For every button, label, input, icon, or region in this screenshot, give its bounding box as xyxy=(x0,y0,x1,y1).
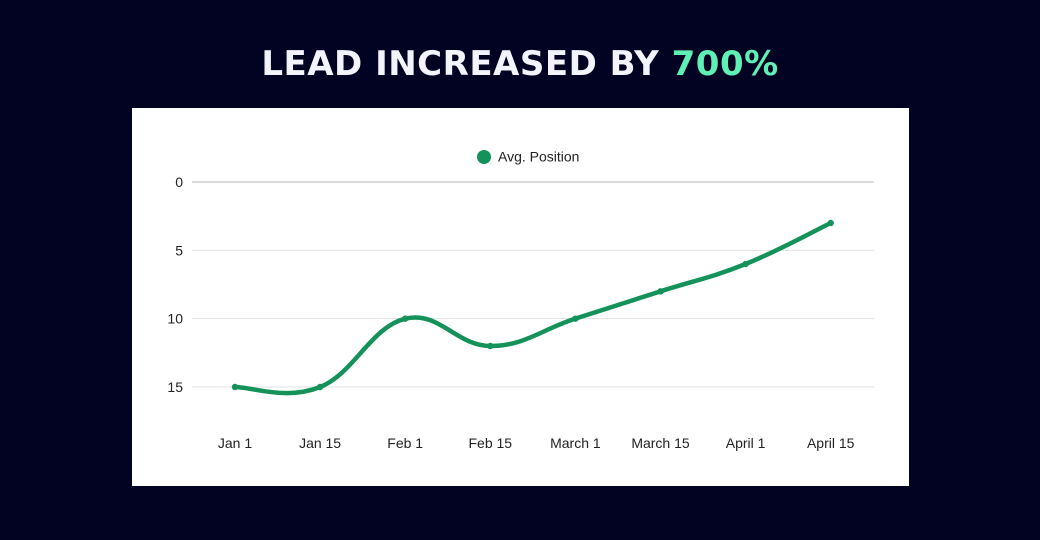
legend-marker xyxy=(477,150,491,164)
title-highlight: 700% xyxy=(671,44,779,84)
series-avg-position xyxy=(231,219,834,396)
x-tick-label: March 15 xyxy=(631,435,690,451)
x-tick-label: Feb 1 xyxy=(387,435,423,451)
legend-label: Avg. Position xyxy=(498,149,579,165)
data-point xyxy=(402,315,409,322)
chart-card xyxy=(132,108,909,486)
data-point xyxy=(316,383,324,391)
data-point xyxy=(657,288,664,295)
y-tick-label: 0 xyxy=(175,174,183,190)
x-tick-label: April 15 xyxy=(807,435,855,451)
x-axis: Jan 1 Jan 15 Feb 1 Feb 15 March 1 March 15 Apr… xyxy=(218,435,855,451)
data-point xyxy=(231,383,239,391)
grid-lines xyxy=(192,181,874,388)
y-axis: 0 5 10 15 xyxy=(167,174,183,395)
data-point xyxy=(487,342,494,350)
title-text: LEAD INCREASED BY xyxy=(261,44,672,84)
y-tick-label: 5 xyxy=(175,242,183,258)
y-tick-label: 10 xyxy=(167,311,183,327)
data-point xyxy=(572,315,579,322)
chart-title: LEAD INCREASED BY 700% xyxy=(0,44,1040,84)
data-point xyxy=(827,219,834,227)
x-tick-label: Feb 15 xyxy=(469,435,513,451)
x-tick-label: Jan 1 xyxy=(218,435,252,451)
legend: Avg. Position xyxy=(477,149,579,165)
y-tick-label: 15 xyxy=(167,379,183,395)
x-tick-label: Jan 15 xyxy=(299,435,341,451)
x-tick-label: March 1 xyxy=(550,435,601,451)
data-point xyxy=(742,260,749,268)
series-line xyxy=(232,220,833,396)
x-tick-label: April 1 xyxy=(726,435,766,451)
